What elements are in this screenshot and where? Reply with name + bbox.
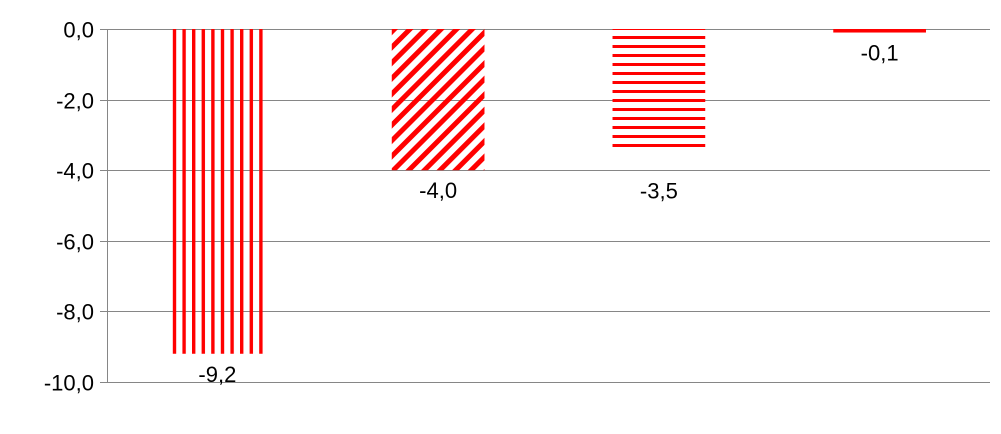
data-label: -9,2 bbox=[198, 362, 236, 387]
bar bbox=[833, 29, 926, 33]
y-tick-label: -10,0 bbox=[44, 371, 94, 396]
bar bbox=[171, 29, 264, 354]
bars bbox=[171, 29, 926, 354]
y-tick-label: -6,0 bbox=[56, 230, 94, 255]
data-label: -4,0 bbox=[419, 178, 457, 203]
bar bbox=[391, 29, 485, 171]
data-label: -3,5 bbox=[640, 179, 678, 204]
data-labels: -9,2 -4,0 -3,5 -0,1 bbox=[198, 41, 898, 387]
y-axis: 0,0 -2,0 -4,0 -6,0 -8,0 -10,0 bbox=[44, 18, 108, 396]
y-tick-label: -4,0 bbox=[56, 159, 94, 184]
y-tick-label: 0,0 bbox=[63, 18, 94, 43]
data-label: -0,1 bbox=[861, 41, 899, 66]
y-tick-label: -8,0 bbox=[56, 300, 94, 325]
bar bbox=[612, 29, 706, 153]
y-tick-label: -2,0 bbox=[56, 89, 94, 114]
